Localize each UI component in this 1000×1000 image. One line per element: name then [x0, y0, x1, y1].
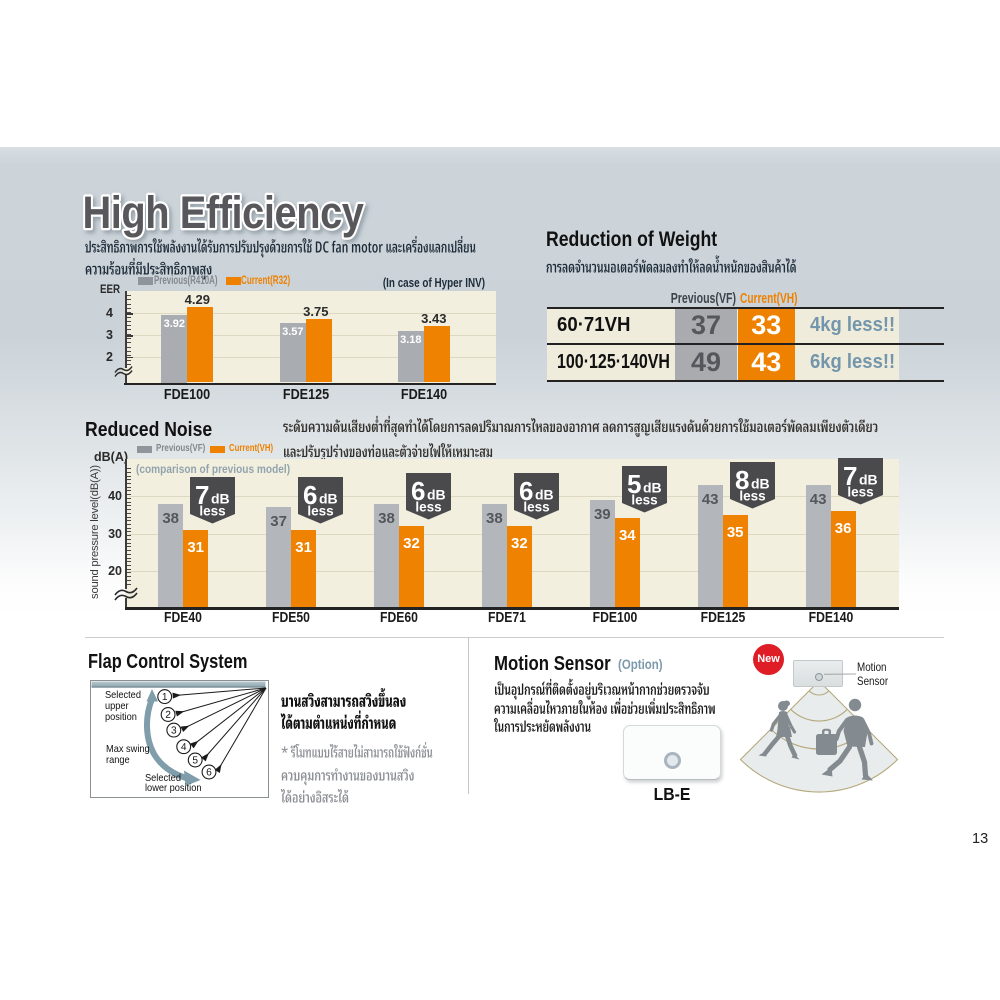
- svg-text:dB: dB: [535, 487, 554, 503]
- svg-text:dB: dB: [427, 487, 446, 503]
- svg-text:5: 5: [627, 469, 641, 499]
- svg-text:dB: dB: [751, 476, 770, 492]
- svg-text:7: 7: [843, 461, 857, 491]
- svg-text:7: 7: [195, 480, 209, 510]
- svg-text:dB: dB: [211, 491, 230, 507]
- svg-text:dB: dB: [859, 472, 878, 488]
- svg-text:dB: dB: [319, 491, 338, 507]
- svg-text:less: less: [847, 485, 873, 500]
- svg-text:less: less: [739, 489, 765, 504]
- svg-text:6: 6: [411, 476, 425, 506]
- svg-text:6: 6: [519, 476, 533, 506]
- svg-text:less: less: [307, 504, 333, 519]
- svg-text:less: less: [523, 500, 549, 515]
- svg-text:6: 6: [303, 480, 317, 510]
- svg-text:less: less: [631, 492, 657, 507]
- svg-text:less: less: [200, 504, 226, 519]
- svg-text:High Efficiency: High Efficiency: [83, 187, 365, 238]
- svg-text:dB: dB: [643, 479, 662, 495]
- svg-text:less: less: [415, 500, 441, 515]
- svg-text:8: 8: [735, 465, 749, 495]
